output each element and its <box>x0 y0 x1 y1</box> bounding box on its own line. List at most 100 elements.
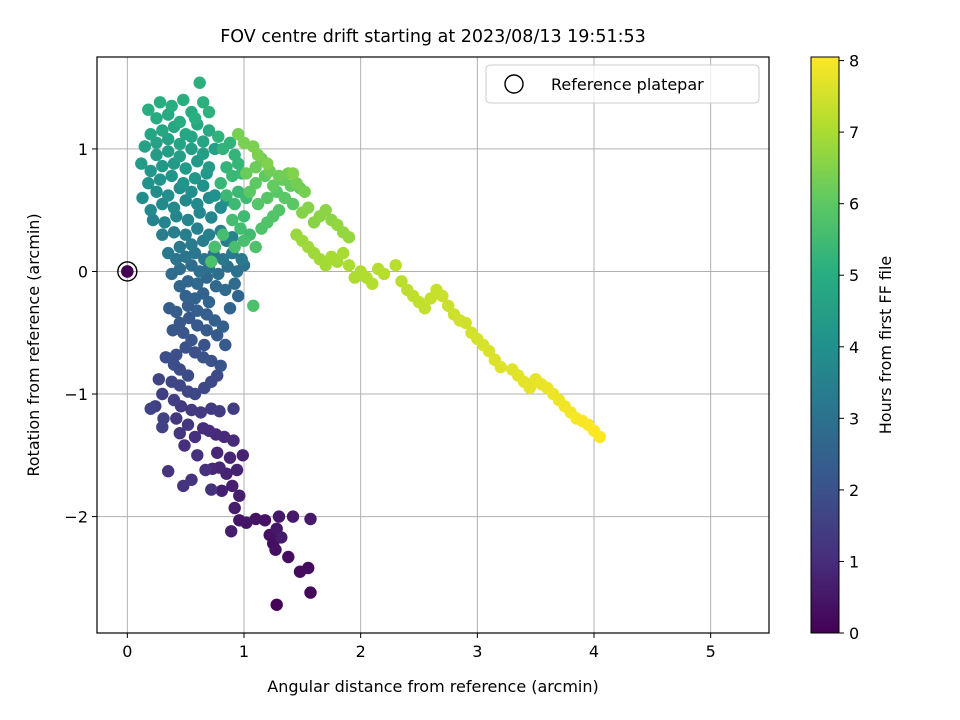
data-point <box>211 446 224 459</box>
y-tick-label: −2 <box>64 508 88 527</box>
y-tick-label: 0 <box>78 262 88 281</box>
data-point <box>249 240 262 254</box>
data-point <box>230 463 244 477</box>
data-point <box>144 128 157 141</box>
y-tick-label: −1 <box>64 385 88 404</box>
colorbar-tick-label: 4 <box>849 338 859 357</box>
data-point <box>232 157 245 170</box>
data-point <box>170 348 183 361</box>
data-point <box>293 565 307 578</box>
data-point <box>193 265 206 278</box>
x-tick-label: 5 <box>706 642 716 661</box>
x-tick-label: 3 <box>472 642 482 661</box>
data-point <box>188 430 202 444</box>
data-point <box>249 177 262 190</box>
data-point <box>150 185 163 198</box>
data-point <box>214 177 227 190</box>
data-point <box>150 112 163 125</box>
data-point <box>159 351 172 364</box>
data-point <box>165 99 178 113</box>
data-point <box>144 402 157 415</box>
data-point <box>261 157 274 170</box>
x-tick-label: 0 <box>122 642 132 661</box>
data-point <box>179 162 192 175</box>
data-point <box>146 213 160 227</box>
data-point <box>153 96 167 109</box>
plot-frame <box>96 56 770 634</box>
colorbar: 0 1 2 3 4 5 6 7 8 Hours from first FF file <box>810 52 895 643</box>
data-point <box>167 358 181 371</box>
data-point <box>202 105 216 119</box>
data-point <box>223 451 237 464</box>
data-point <box>177 93 190 107</box>
data-point <box>212 267 225 281</box>
data-point <box>232 289 245 303</box>
colorbar-tick-label: 3 <box>849 409 859 428</box>
data-point <box>216 320 230 333</box>
data-point <box>216 228 230 241</box>
legend-label-reference: Reference platepar <box>551 75 704 94</box>
data-point <box>286 197 300 211</box>
data-point <box>251 148 265 162</box>
data-point <box>228 501 241 515</box>
data-point <box>135 157 148 170</box>
x-axis-ticks: 0 1 2 3 4 5 <box>122 633 716 661</box>
data-point <box>228 277 241 290</box>
data-point <box>237 234 251 247</box>
data-point <box>205 483 218 496</box>
x-tick-label: 4 <box>589 642 599 661</box>
colorbar-tick-label: 2 <box>849 481 859 500</box>
data-point <box>304 512 317 526</box>
data-point <box>237 136 251 149</box>
data-point <box>162 246 175 260</box>
data-point <box>185 142 198 156</box>
data-point <box>156 159 169 173</box>
data-point <box>185 403 198 417</box>
data-point <box>167 393 181 407</box>
data-point <box>138 140 151 153</box>
data-point <box>494 360 507 374</box>
data-point <box>223 302 237 315</box>
data-point <box>144 204 157 217</box>
data-point <box>286 510 300 523</box>
y-axis-label: Rotation from reference (arcmin) <box>24 213 43 476</box>
data-point <box>275 531 288 544</box>
data-point <box>202 124 216 137</box>
data-point <box>228 197 241 211</box>
data-point <box>459 316 472 330</box>
data-point <box>167 201 181 214</box>
data-point <box>214 359 227 372</box>
colorbar-frame <box>810 56 840 634</box>
data-point <box>236 449 249 462</box>
data-point <box>173 427 186 440</box>
data-point <box>202 161 216 174</box>
data-point <box>136 191 149 205</box>
data-point <box>167 226 181 239</box>
data-point <box>165 169 178 183</box>
data-point <box>173 316 186 330</box>
data-point <box>389 259 402 272</box>
data-point <box>173 262 186 276</box>
data-point <box>216 253 230 266</box>
data-point <box>228 240 241 254</box>
x-tick-label: 1 <box>239 642 249 661</box>
data-point <box>298 185 311 198</box>
data-point <box>226 213 239 227</box>
data-point <box>319 204 332 217</box>
data-point <box>142 103 155 116</box>
data-point <box>226 169 239 183</box>
data-point <box>150 148 163 162</box>
legend: Reference platepar <box>485 64 760 104</box>
data-point <box>179 250 192 263</box>
data-point <box>198 338 211 352</box>
data-point <box>272 169 286 183</box>
colorbar-tick-label: 7 <box>849 123 859 142</box>
data-point <box>193 76 206 89</box>
data-point <box>302 201 315 214</box>
data-point <box>181 275 195 288</box>
data-point <box>185 238 198 251</box>
data-point <box>270 598 283 611</box>
data-point <box>220 189 233 202</box>
reference-ring <box>117 261 138 282</box>
